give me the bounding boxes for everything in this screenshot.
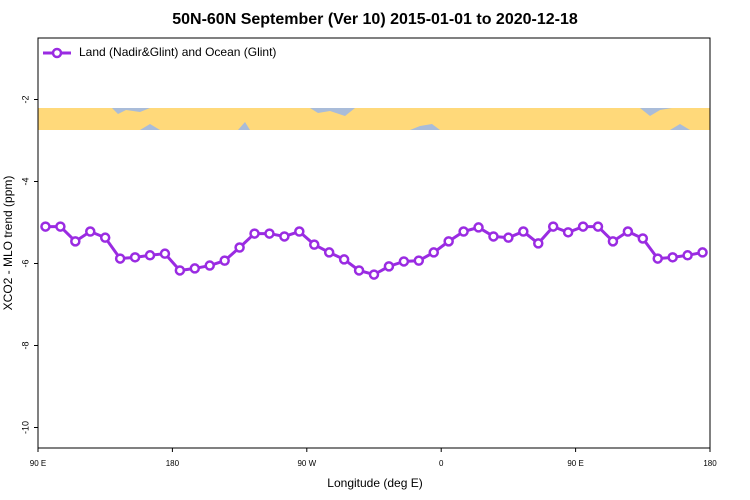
data-point bbox=[204, 260, 215, 271]
data-point bbox=[323, 247, 335, 258]
data-point bbox=[55, 221, 66, 232]
data-point bbox=[577, 221, 589, 232]
y-tick-label: -8 bbox=[20, 341, 30, 349]
data-point bbox=[219, 255, 230, 266]
data-point bbox=[159, 248, 171, 259]
data-point bbox=[294, 226, 305, 237]
data-point bbox=[518, 226, 529, 237]
data-point bbox=[85, 226, 96, 237]
data-point bbox=[473, 222, 484, 233]
data-point bbox=[189, 263, 201, 274]
data-point bbox=[40, 221, 51, 232]
data-point bbox=[488, 231, 499, 242]
data-point bbox=[279, 231, 290, 242]
data-point bbox=[70, 236, 81, 247]
x-tick-label: 90 E bbox=[30, 459, 46, 468]
data-point bbox=[682, 250, 693, 261]
y-tick-label: -4 bbox=[20, 177, 30, 185]
data-point bbox=[99, 232, 111, 243]
x-tick-label: 180 bbox=[166, 459, 180, 468]
y-tick-label: -6 bbox=[20, 259, 30, 267]
data-point bbox=[667, 252, 678, 263]
data-point bbox=[443, 236, 454, 247]
data-point bbox=[144, 250, 156, 261]
y-tick-label: -10 bbox=[20, 421, 30, 434]
map-strip bbox=[38, 108, 710, 130]
plot-frame bbox=[37, 37, 711, 449]
data-point bbox=[458, 226, 469, 237]
legend-marker bbox=[51, 47, 63, 59]
data-point bbox=[592, 221, 604, 232]
data-line bbox=[45, 224, 703, 277]
data-point bbox=[697, 247, 708, 258]
x-tick-label: 0 bbox=[439, 459, 444, 468]
data-point bbox=[383, 261, 395, 272]
data-point bbox=[264, 228, 275, 239]
data-point bbox=[338, 254, 350, 265]
data-point bbox=[652, 253, 663, 264]
data-point bbox=[114, 253, 126, 264]
data-point bbox=[398, 256, 410, 267]
data-point bbox=[607, 236, 619, 247]
data-point bbox=[547, 221, 559, 232]
chart-title: 50N-60N September (Ver 10) 2015-01-01 to… bbox=[172, 11, 578, 28]
data-point bbox=[129, 252, 141, 263]
data-point bbox=[174, 265, 186, 276]
data-point bbox=[428, 247, 439, 258]
data-point bbox=[413, 255, 425, 266]
data-point bbox=[368, 269, 380, 280]
data-point bbox=[533, 238, 544, 249]
data-point bbox=[234, 242, 245, 253]
x-tick-label: 180 bbox=[703, 459, 717, 468]
x-tick-label: 90 E bbox=[567, 459, 583, 468]
y-tick-label: -2 bbox=[20, 95, 30, 103]
data-point bbox=[637, 233, 649, 244]
x-tick-label: 90 W bbox=[297, 459, 316, 468]
legend-label: Land (Nadir&Glint) and Ocean (Glint) bbox=[79, 45, 276, 59]
data-point bbox=[503, 232, 514, 243]
y-axis-label: XCO2 - MLO trend (ppm) bbox=[1, 176, 15, 311]
data-point bbox=[249, 228, 260, 239]
data-point bbox=[562, 227, 574, 238]
data-point bbox=[353, 265, 365, 276]
data-point bbox=[309, 239, 320, 250]
x-axis-label: Longitude (deg E) bbox=[327, 476, 422, 490]
data-point bbox=[622, 226, 634, 237]
